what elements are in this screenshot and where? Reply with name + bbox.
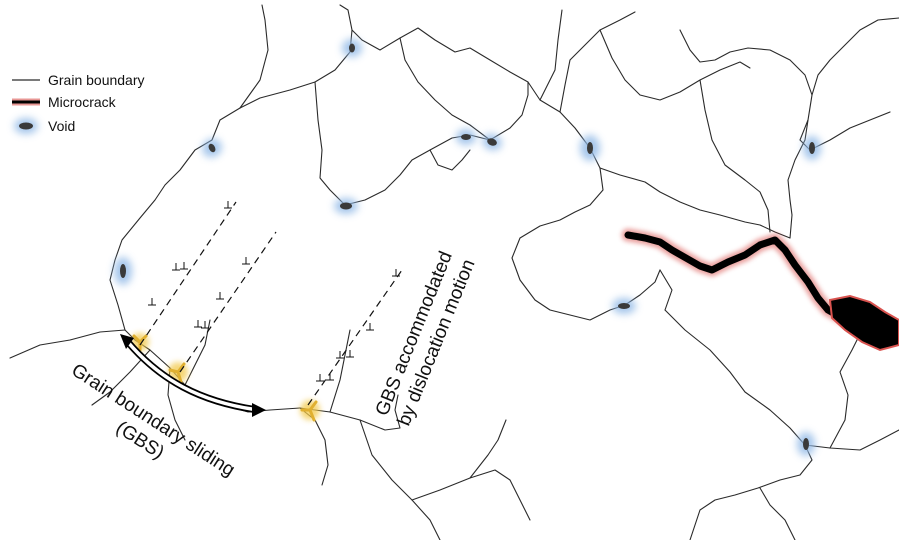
dislocation-symbol (180, 262, 188, 270)
dislocation-symbol (172, 263, 180, 271)
triple-junction-marker (300, 400, 320, 422)
dislocation-symbol (346, 350, 354, 358)
legend: Grain boundary Microcrack Void (12, 72, 145, 134)
void-icon (456, 129, 476, 145)
microcrack (621, 228, 899, 352)
dislocation-symbol (148, 298, 156, 306)
void-icon (797, 432, 815, 456)
dislocation-symbol (336, 351, 344, 359)
dislocation-symbol (224, 201, 232, 209)
dislocation-symbol (201, 321, 209, 329)
dislocation-symbol (326, 373, 334, 381)
dislocation-symbol (366, 323, 374, 331)
dislocation-symbol (392, 269, 400, 277)
void-icon (342, 39, 362, 57)
grain-boundary-network (9, 4, 899, 540)
accommodated-label: GBS accommodated by dislocation motion (372, 248, 480, 428)
void-icon (612, 298, 636, 314)
void-icon (580, 135, 600, 161)
dislocation-symbol (316, 374, 324, 382)
legend-label-microcrack: Microcrack (48, 94, 117, 110)
dislocation-symbol (194, 320, 202, 328)
gbs-arrow (120, 334, 266, 417)
void-icon (202, 138, 222, 158)
void-icon (482, 133, 502, 151)
slip-line (139, 201, 237, 346)
void-icon (19, 122, 33, 130)
void-icon (334, 198, 358, 214)
void-icon (114, 257, 132, 285)
legend-label-grain-boundary: Grain boundary (48, 72, 145, 88)
dislocation-symbol (242, 257, 250, 265)
voids (114, 39, 821, 456)
legend-item-microcrack: Microcrack (12, 94, 117, 110)
slip-line (179, 231, 277, 373)
legend-label-void: Void (48, 118, 75, 134)
void-icon (803, 136, 821, 160)
legend-item-grain-boundary: Grain boundary (12, 72, 145, 88)
legend-item-void: Void (14, 118, 75, 134)
dislocation-lines (139, 201, 403, 406)
slip-line (307, 269, 403, 406)
gbs-label-line1: Grain boundary sliding (68, 360, 239, 481)
gbs-label: Grain boundary sliding (GBS) (68, 360, 239, 481)
dislocation-symbol (216, 292, 224, 300)
